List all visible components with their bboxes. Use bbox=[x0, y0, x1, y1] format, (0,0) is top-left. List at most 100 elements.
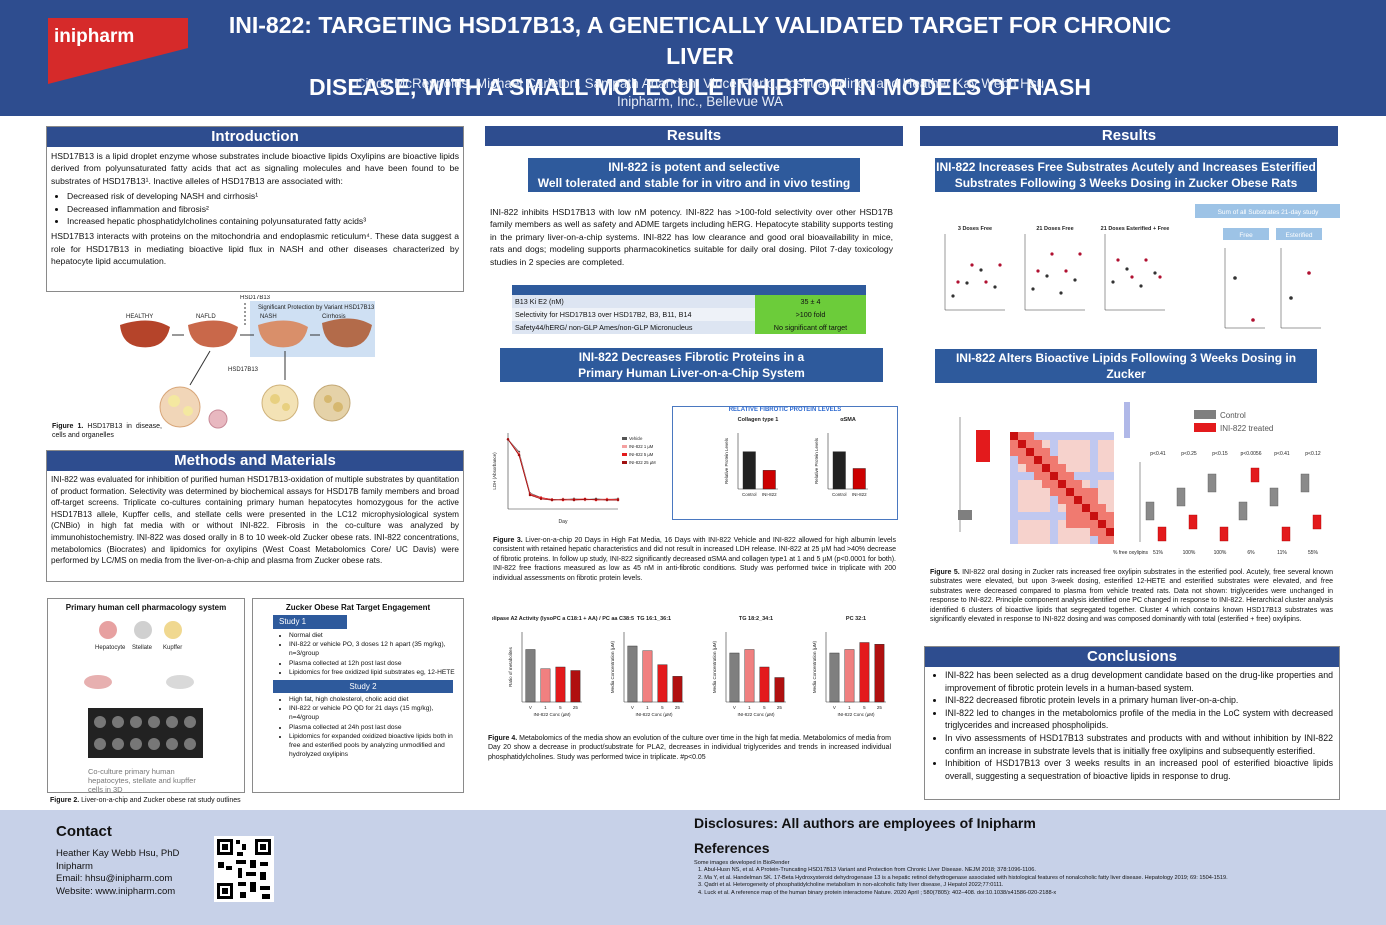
bar bbox=[657, 664, 668, 703]
contact-website[interactable]: Website: www.inipharm.com bbox=[56, 885, 176, 897]
heatmap-cell bbox=[1066, 464, 1074, 472]
qr-code[interactable] bbox=[214, 836, 274, 902]
heatmap-cell bbox=[1106, 520, 1114, 528]
control-box bbox=[1300, 473, 1310, 493]
table-row: B13 Ki E2 (nM) 35 ± 4 bbox=[512, 295, 866, 308]
data-point bbox=[583, 498, 587, 501]
heatmap-cell bbox=[1074, 464, 1082, 472]
heatmap-cell bbox=[1042, 440, 1050, 448]
heatmap-cell bbox=[1074, 448, 1082, 456]
y-axis-label: Media Concentration (µM) bbox=[712, 640, 717, 693]
heatmap-cell bbox=[1010, 488, 1018, 496]
reference-item: 2. Ma Y, et al. Handelman SK. 17-Beta Hy… bbox=[698, 874, 1228, 881]
heatmap-cell bbox=[1058, 504, 1066, 512]
tick-label: 1 bbox=[748, 705, 751, 710]
tick-label: Control bbox=[742, 492, 757, 497]
control-point bbox=[1073, 278, 1077, 282]
control-point bbox=[965, 281, 969, 285]
heatmap-cell bbox=[1018, 464, 1026, 472]
bioactive-lipids-box: INI-822 Alters Bioactive Lipids Followin… bbox=[935, 349, 1317, 397]
treated-point bbox=[1064, 269, 1068, 273]
heatmap-cell bbox=[1050, 512, 1058, 520]
figure-1-label: Figure 1. bbox=[52, 423, 84, 430]
bar bbox=[762, 470, 776, 490]
fibrotic-box: INI-822 Decreases Fibrotic Proteins in a… bbox=[500, 348, 883, 382]
heatmap-cell bbox=[1058, 464, 1066, 472]
methods-panel: Methods and Materials INI-822 was evalua… bbox=[46, 450, 464, 582]
heatmap-cell bbox=[1090, 448, 1098, 456]
potency-paragraph: INI-822 inhibits HSD17B13 with low nM po… bbox=[490, 207, 893, 267]
fibrotic-line-2: Primary Human Liver-on-a-Chip System bbox=[578, 366, 805, 380]
heatmap-cell bbox=[1074, 472, 1082, 480]
heatmap-cell bbox=[1074, 536, 1082, 544]
heatmap-cell bbox=[1074, 528, 1082, 536]
nash-liver-icon bbox=[258, 320, 308, 348]
heatmap-cell bbox=[1050, 480, 1058, 488]
data-point bbox=[594, 498, 598, 501]
heatmap-cell bbox=[1098, 480, 1106, 488]
contact-email[interactable]: Email: hhsu@inipharm.com bbox=[56, 873, 173, 884]
healthy-liver-icon bbox=[120, 320, 170, 348]
control-point bbox=[979, 268, 983, 272]
heatmap-cell bbox=[1066, 528, 1074, 536]
heatmap-cell bbox=[1082, 536, 1090, 544]
heatmap-cell bbox=[1058, 432, 1066, 440]
heatmap-cell bbox=[1106, 528, 1114, 536]
legend-label: INI-822 25 µM bbox=[629, 460, 656, 465]
reference-item: 3. Qadri et al. Heterogeneity of phospha… bbox=[698, 882, 1004, 889]
hsd-label-mid: HSD17B13 bbox=[228, 367, 259, 373]
heatmap-cell bbox=[1090, 480, 1098, 488]
heatmap-cell bbox=[1050, 520, 1058, 528]
results-right-heading: Results bbox=[920, 126, 1338, 146]
heatmap-cell bbox=[1050, 448, 1058, 456]
tick-label: V bbox=[631, 705, 634, 710]
heatmap-cell bbox=[1106, 504, 1114, 512]
references-list: Some images developed in BioRender 1. Ab… bbox=[694, 860, 1324, 897]
heatmap-cell bbox=[1018, 448, 1026, 456]
heatmap-cell bbox=[1042, 536, 1050, 544]
control-point bbox=[1233, 276, 1237, 280]
data-point bbox=[539, 497, 543, 501]
bar bbox=[672, 676, 683, 703]
control-point bbox=[1125, 267, 1129, 271]
control-box bbox=[1238, 501, 1248, 521]
heatmap-cell bbox=[1018, 528, 1026, 536]
data-point bbox=[517, 453, 521, 457]
study-2-item: Plasma collected at 24h post last dose bbox=[289, 723, 455, 732]
metabolomics-bar-charts: Phospholipase A2 Activity (lysoPC a C18:… bbox=[492, 616, 886, 717]
sum-substrates-label: Sum of all Substrates 21-day study bbox=[1218, 209, 1320, 216]
heatmap-cell bbox=[1058, 456, 1066, 464]
p-value-label: p<0.15 bbox=[1212, 451, 1228, 457]
conclusion-item: Inhibition of HSD17B13 over 3 weeks resu… bbox=[945, 757, 1333, 782]
bar bbox=[540, 668, 551, 703]
treated-point bbox=[970, 263, 974, 267]
figure-2-text: Liver-on-a-chip and Zucker obese rat stu… bbox=[79, 797, 241, 804]
heatmap-cell bbox=[1010, 528, 1018, 536]
treated-point bbox=[984, 280, 988, 284]
fibrotic-bar-charts: Collagen type 1 Control INI-822 Relative Pr… bbox=[724, 417, 868, 497]
bar bbox=[729, 652, 740, 703]
hepatocyte-icon bbox=[99, 621, 117, 639]
fibrotic-protein-inset: RELATIVE FIBROTIC PROTEIN LEVELS Collage… bbox=[672, 406, 898, 520]
p-value-label: p<0.25 bbox=[1181, 451, 1197, 457]
heatmap-cell bbox=[1106, 536, 1114, 544]
treated-box bbox=[1250, 467, 1260, 483]
methods-heading: Methods and Materials bbox=[47, 451, 463, 471]
heatmap-cell bbox=[1026, 496, 1034, 504]
heatmap-cell bbox=[1050, 472, 1058, 480]
control-point bbox=[1045, 274, 1049, 278]
pct-label: % free oxylipins bbox=[1113, 550, 1149, 556]
data-point bbox=[572, 498, 576, 502]
free-substrates-box: INI-822 Increases Free Substrates Acutel… bbox=[935, 158, 1317, 192]
intro-bullet: Increased hepatic phosphatidylcholines c… bbox=[67, 215, 459, 227]
bar bbox=[859, 642, 870, 703]
heatmap-cell bbox=[1042, 504, 1050, 512]
reference-item: 4. Luck et al. A reference map of the hu… bbox=[698, 889, 1057, 896]
tick-label: INI-822 bbox=[852, 492, 867, 497]
heatmap-cell bbox=[1042, 512, 1050, 520]
figure-3-caption: Figure 3. Liver-on-a-chip 20 Days in Hig… bbox=[493, 536, 896, 583]
heatmap-cell bbox=[1082, 464, 1090, 472]
sum-substrates-banner bbox=[1195, 204, 1340, 218]
heatmap-cell bbox=[1018, 520, 1026, 528]
heatmap-cell bbox=[1058, 448, 1066, 456]
